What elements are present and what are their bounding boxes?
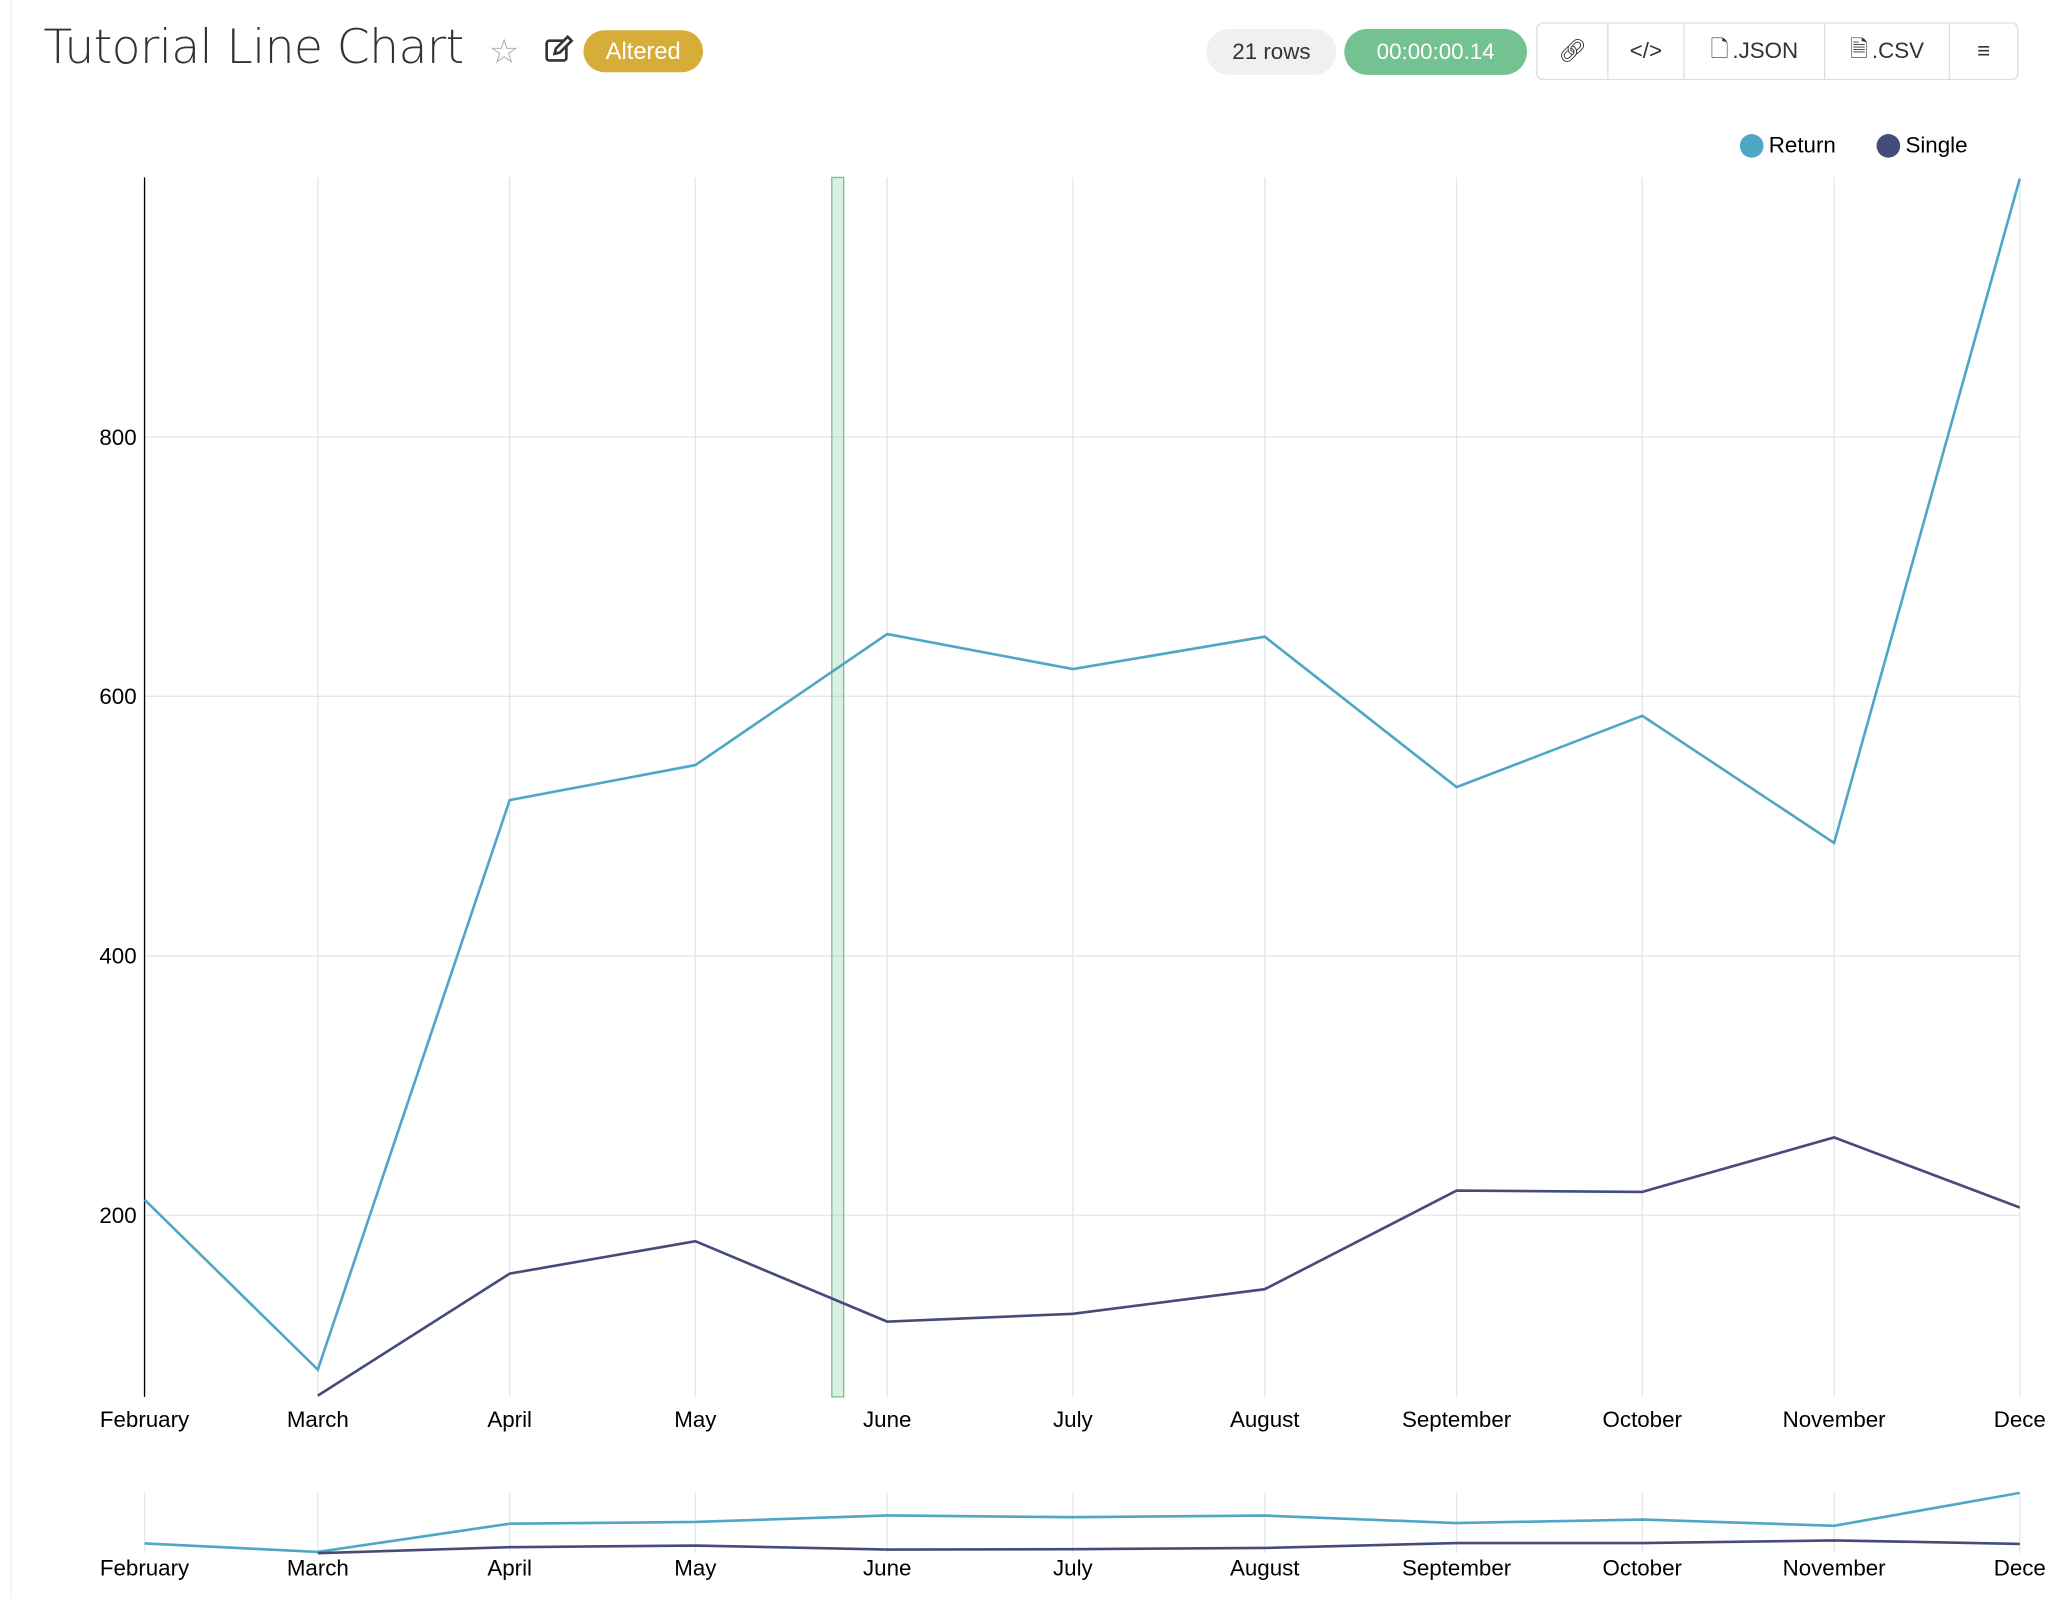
mini-x-tick-label: October <box>1603 1556 1683 1581</box>
x-tick-label: August <box>1230 1407 1300 1432</box>
file-code-icon: 🗋 <box>1710 36 1729 62</box>
page-title: Tutorial Line Chart <box>43 21 464 75</box>
link-icon: 🔗︎ <box>1558 38 1587 64</box>
legend-item-single[interactable]: Single <box>1876 132 1968 159</box>
x-tick-label: September <box>1402 1407 1512 1432</box>
row-count-badge: 21 rows <box>1206 28 1337 75</box>
y-tick-label: 600 <box>99 684 136 709</box>
mini-x-tick-label: March <box>287 1556 349 1581</box>
json-label: .JSON <box>1732 38 1799 64</box>
mini-x-tick-label: July <box>1053 1556 1094 1581</box>
series-line-return <box>143 178 2022 1373</box>
hover-highlight <box>831 176 845 1398</box>
mini-x-tick-label: May <box>674 1556 717 1581</box>
legend-dot-icon <box>1876 134 1901 158</box>
star-icon[interactable]: ☆ <box>488 31 520 71</box>
copy-link-button[interactable]: 🔗︎ <box>1537 23 1609 79</box>
mini-x-tick-label: September <box>1402 1556 1512 1581</box>
series-line-single <box>317 1136 2021 1397</box>
x-tick-label: October <box>1603 1407 1683 1432</box>
mini-series-line-return <box>144 1491 2021 1554</box>
y-tick-label: 200 <box>99 1203 136 1228</box>
mini-x-tick-label: February <box>100 1556 190 1581</box>
x-tick-label: April <box>487 1407 532 1432</box>
y-tick-label: 800 <box>99 425 136 450</box>
status-badge: Altered <box>583 30 704 73</box>
edit-icon[interactable] <box>543 34 575 66</box>
query-time-badge: 00:00:00.14 <box>1344 28 1527 75</box>
x-tick-label: February <box>100 1407 190 1432</box>
mini-x-tick-label: June <box>863 1556 911 1581</box>
x-tick-label: Dece <box>1994 1407 2046 1432</box>
mini-x-tick-label: Dece <box>1994 1556 2046 1581</box>
embed-code-button[interactable]: </> <box>1608 23 1685 79</box>
export-button-group: 🔗︎ </> 🗋 .JSON 🗎 .CSV ≡ <box>1536 22 2019 81</box>
menu-button[interactable]: ≡ <box>1950 24 2017 79</box>
csv-label: .CSV <box>1871 38 1925 64</box>
x-tick-label: May <box>674 1407 717 1432</box>
y-tick-label: 400 <box>99 944 136 969</box>
file-text-icon: 🗎 <box>1850 36 1868 62</box>
mini-series-line-single <box>317 1539 2020 1555</box>
legend-label: Return <box>1768 132 1836 158</box>
export-json-button[interactable]: 🗋 .JSON <box>1685 23 1826 79</box>
x-tick-label: March <box>287 1407 349 1432</box>
mini-x-tick-label: August <box>1230 1556 1300 1581</box>
hamburger-icon: ≡ <box>1977 38 1991 64</box>
mini-x-tick-label: November <box>1783 1556 1887 1581</box>
code-icon: </> <box>1629 38 1663 64</box>
x-tick-label: June <box>863 1407 911 1432</box>
legend-label: Single <box>1905 132 1968 158</box>
x-tick-label: November <box>1783 1407 1887 1432</box>
chart-panel <box>10 0 2050 1598</box>
legend-dot-icon <box>1739 134 1764 158</box>
x-tick-label: July <box>1053 1407 1094 1432</box>
mini-x-tick-label: April <box>487 1556 532 1581</box>
export-csv-button[interactable]: 🗎 .CSV <box>1825 23 1951 79</box>
legend-item-return[interactable]: Return <box>1739 132 1836 159</box>
